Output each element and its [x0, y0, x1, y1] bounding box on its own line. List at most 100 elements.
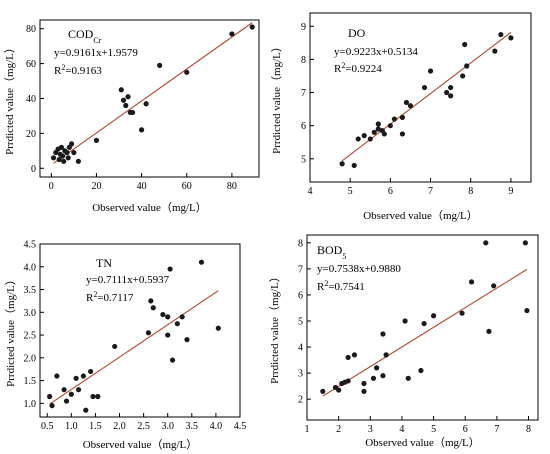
data-point: [370, 375, 377, 381]
data-point: [71, 149, 77, 156]
data-point: [184, 337, 190, 343]
data-point: [61, 158, 67, 164]
data-point: [184, 69, 190, 75]
data-point: [339, 161, 345, 167]
y-axis-title: Prrdicted value（mg/L）: [4, 274, 17, 387]
x-axis-title: Observed value（mg/L）: [83, 438, 198, 451]
x-tick-label: 80: [227, 181, 237, 192]
y-tick-label: 6: [298, 290, 303, 301]
regression-equation: y=0.9161x+1.9579: [54, 47, 138, 59]
x-tick-label: 4.5: [234, 421, 247, 432]
data-point: [58, 144, 65, 150]
data-point: [145, 330, 152, 336]
data-point: [150, 305, 156, 311]
x-tick-label: 3.5: [186, 421, 199, 432]
data-point: [402, 318, 408, 324]
data-point: [47, 393, 53, 400]
fit-line: [322, 268, 528, 397]
data-point: [49, 403, 55, 409]
r-squared: R2=0.9163: [54, 63, 102, 78]
x-tick-label: 1: [305, 424, 310, 435]
data-point: [355, 136, 361, 142]
data-point: [64, 149, 70, 156]
y-tick-label: 4.5: [24, 240, 37, 251]
data-point: [427, 68, 434, 74]
data-point: [448, 84, 454, 91]
data-point: [165, 314, 171, 320]
data-point: [148, 298, 154, 304]
y-axis-title: Prrdicted value（mg/L）: [3, 42, 16, 155]
data-point: [391, 116, 397, 122]
x-tick-label: 2.5: [137, 421, 150, 432]
y-tick-label: 8: [301, 55, 306, 66]
data-point: [179, 314, 185, 320]
x-tick-label: 3: [368, 424, 373, 435]
x-tick-label: 9: [508, 186, 513, 197]
data-point: [361, 380, 367, 387]
y-tick-label: 5: [301, 154, 306, 165]
data-point: [430, 313, 437, 319]
data-point: [138, 127, 145, 133]
plot-frame: [39, 243, 241, 418]
x-tick-label: 1.0: [65, 421, 78, 432]
r-squared: R2=0.7541: [317, 279, 365, 294]
data-point: [361, 133, 367, 139]
data-point: [249, 24, 255, 30]
data-point: [387, 123, 393, 129]
data-point: [380, 331, 386, 337]
y-tick-label: 3.0: [24, 308, 37, 319]
y-tick-label: 7: [298, 264, 303, 275]
x-tick-label: 40: [137, 181, 147, 192]
x-tick-label: 5: [348, 186, 353, 197]
plot-frame: [309, 12, 532, 183]
x-tick-label: 2.0: [113, 421, 126, 432]
panel-do: 4 5 6 7 8 9 5 6 7 8 9 Observed value（mg/L） Prrdicted…: [270, 12, 532, 222]
data-point: [459, 310, 465, 316]
data-point: [367, 136, 373, 142]
y-tick-label: 60: [26, 59, 36, 70]
data-point: [399, 114, 406, 120]
data-point: [381, 131, 387, 137]
data-point: [320, 388, 326, 394]
data-point: [448, 93, 454, 99]
y-tick-label: 40: [26, 94, 36, 105]
data-point: [462, 41, 468, 48]
data-point: [444, 89, 450, 96]
data-point: [68, 391, 74, 397]
x-axis-title: Observed value（mg/L）: [363, 209, 478, 222]
panel-title: TN: [96, 256, 112, 270]
data-point: [157, 62, 163, 68]
y-tick-label: 8: [298, 238, 303, 249]
x-tick-label: 20: [91, 181, 101, 192]
data-point: [460, 73, 466, 79]
data-point: [464, 63, 470, 69]
data-point: [169, 357, 176, 363]
data-point: [371, 129, 377, 135]
y-tick-label: 3: [298, 369, 303, 380]
x-tick-label: 6: [463, 424, 468, 435]
y-tick-label: 1.0: [24, 399, 37, 410]
data-point: [522, 240, 528, 246]
data-point: [491, 283, 497, 289]
fit-line: [49, 290, 219, 405]
regression-equation: y=0.7538x+0.9880: [317, 263, 401, 275]
x-tick-label: 0: [49, 181, 54, 192]
regression-equation: y=0.7111x+0.5937: [86, 274, 170, 286]
data-point: [69, 141, 75, 147]
data-point: [93, 137, 100, 143]
x-tick-label: 7: [494, 424, 499, 435]
data-point: [399, 131, 406, 137]
data-point: [75, 158, 81, 164]
x-tick-label: 3.0: [161, 421, 174, 432]
data-point: [174, 321, 180, 327]
x-tick-label: 8: [526, 424, 531, 435]
data-point: [165, 332, 171, 338]
data-point: [229, 31, 235, 37]
data-point: [361, 388, 367, 394]
panel-tn: 0.5 1.0 1.5 2.0 2.5 3.0 3.5 4.0 4.5 1.0 1.5 2.0 2.5 3…: [4, 240, 246, 452]
y-tick-label: 80: [26, 24, 36, 35]
data-point: [129, 109, 136, 116]
data-point: [375, 126, 381, 132]
y-tick-label: 1.5: [24, 376, 37, 387]
